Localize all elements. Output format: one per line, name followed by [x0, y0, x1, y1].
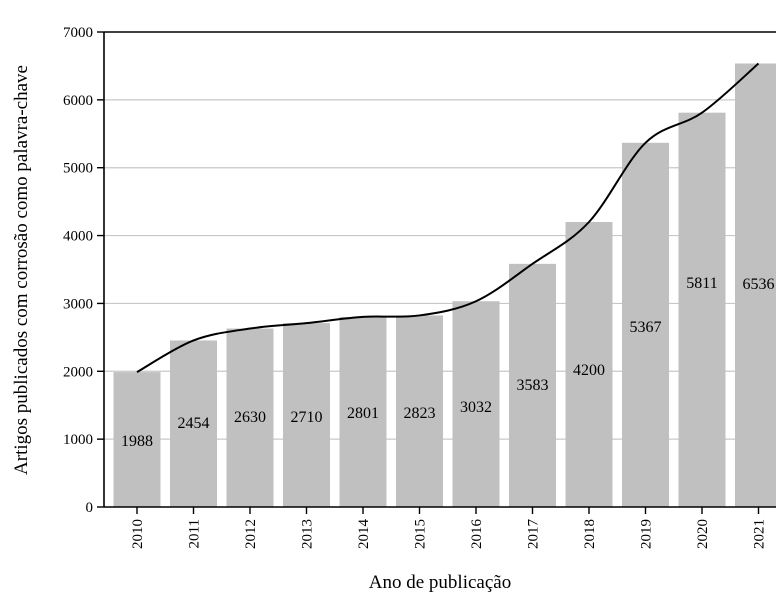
bar-2017 — [509, 263, 556, 507]
data-label-2012: 2630 — [234, 409, 266, 426]
data-label-2013: 2710 — [291, 409, 323, 426]
data-label-2020: 5811 — [686, 275, 717, 292]
x-tick-label: 2018 — [582, 519, 598, 549]
y-tick-label: 2000 — [63, 364, 93, 380]
y-tick-label: 4000 — [63, 229, 93, 245]
bar-2011 — [170, 340, 217, 507]
y-tick-label: 5000 — [63, 161, 93, 177]
bar-2020 — [678, 112, 726, 508]
data-label-2015: 2823 — [404, 405, 436, 422]
bar-2010 — [113, 372, 161, 507]
data-label-2018: 4200 — [573, 362, 605, 379]
data-label-2010: 1988 — [121, 433, 153, 450]
bars — [113, 63, 776, 508]
y-tick-label: 7000 — [63, 25, 93, 41]
x-tick-label: 2020 — [695, 519, 711, 549]
trend-line-group — [136, 62, 760, 373]
x-tick-label: 2014 — [356, 519, 372, 550]
bar-2021 — [735, 63, 776, 507]
x-tick-label: 2021 — [752, 519, 768, 549]
y-tick-label: 1000 — [63, 432, 93, 448]
axes — [103, 31, 776, 508]
y-ticks: 0 1000 2000 3000 4000 5000 6000 7000 — [63, 25, 104, 516]
y-tick-label: 3000 — [63, 296, 93, 312]
data-label-2021: 6536 — [743, 276, 775, 293]
data-label-2011: 2454 — [178, 415, 210, 432]
data-label-2019: 5367 — [630, 319, 662, 336]
bar-2014 — [339, 316, 387, 507]
y-tick-label: 6000 — [63, 93, 93, 109]
y-tick-label: 0 — [86, 500, 94, 516]
bar-2015 — [396, 315, 443, 507]
x-tick-label: 2019 — [639, 519, 655, 549]
x-ticks: 2010 2011 2012 2013 2014 2015 2016 2017 2018 2019… — [130, 507, 768, 549]
data-label-2016: 3032 — [460, 399, 492, 416]
y-axis-label: Artigos publicados com corrosão como pal… — [11, 65, 32, 475]
x-tick-label: 2015 — [413, 519, 429, 549]
bar-2019 — [622, 142, 669, 507]
bar-2012 — [226, 328, 274, 507]
bar-2013 — [283, 323, 330, 507]
x-tick-label: 2012 — [243, 519, 259, 549]
x-tick-label: 2011 — [187, 519, 203, 548]
trend-line — [136, 62, 760, 373]
x-axis-label: Ano de publicação — [369, 572, 511, 593]
x-tick-label: 2017 — [526, 519, 542, 550]
x-tick-label: 2016 — [469, 519, 485, 550]
x-tick-label: 2013 — [300, 519, 316, 549]
bar-2018 — [565, 222, 613, 507]
data-labels: 1988 2454 2630 2710 2801 2823 3032 3583 4200 5367… — [121, 275, 775, 450]
bar-2016 — [452, 301, 500, 507]
data-label-2017: 3583 — [517, 377, 549, 394]
x-tick-label: 2010 — [130, 519, 146, 549]
data-label-2014: 2801 — [347, 405, 379, 422]
